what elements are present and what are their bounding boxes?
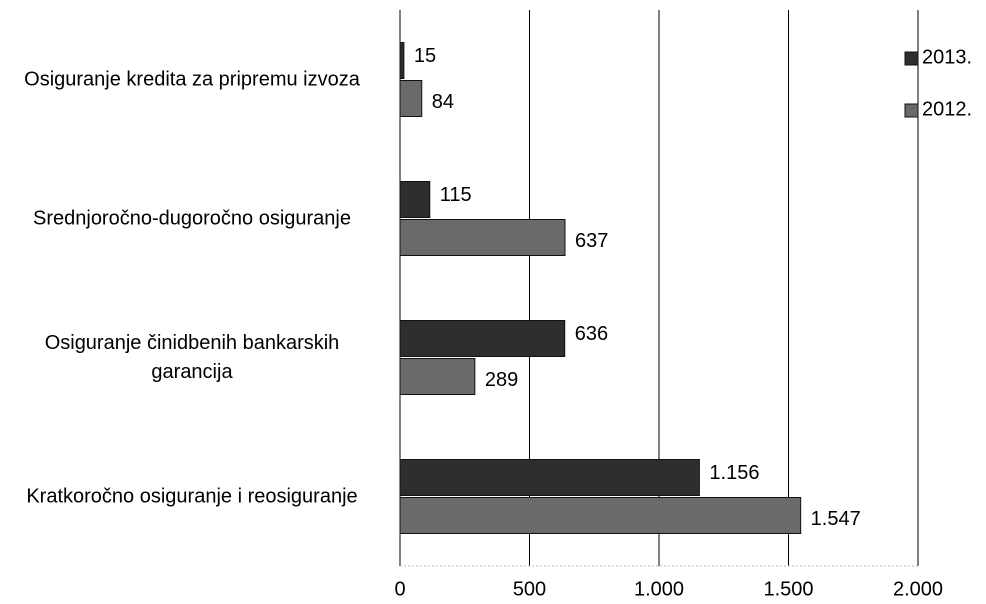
bar [399, 497, 802, 534]
legend-label: 2013. [922, 46, 972, 68]
legend-swatch [904, 103, 919, 118]
bar [399, 42, 405, 79]
y-tick-label: Osiguranje kredita za pripremu izvoza [24, 68, 360, 90]
bar [399, 320, 566, 357]
y-tick-label: Srednjoročno-dugoročno osiguranje [33, 207, 351, 229]
bar [399, 181, 431, 218]
x-tick-label: 2.000 [893, 578, 943, 600]
x-tick-label: 1.000 [634, 578, 684, 600]
x-tick-label: 500 [513, 578, 546, 600]
y-tick-label: Osiguranje činidbenih bankarskih garanci… [44, 331, 340, 383]
data-label: 15 [414, 45, 436, 67]
x-tick-label: 0 [394, 578, 405, 600]
legend-label: 2012. [922, 98, 972, 120]
data-label: 84 [432, 91, 454, 113]
data-label: 637 [575, 230, 608, 252]
data-label: 115 [440, 184, 472, 206]
data-label: 1.156 [709, 462, 759, 484]
y-tick-label: Kratkoročno osiguranje i reosiguranje [26, 485, 358, 507]
bar [399, 358, 476, 395]
data-label: 636 [575, 323, 608, 345]
x-tick-label: 1.500 [763, 578, 813, 600]
legend-swatch [904, 51, 919, 66]
bar [399, 219, 566, 256]
bar [399, 80, 423, 117]
data-label: 289 [485, 369, 518, 391]
bar [399, 459, 700, 496]
data-label: 1.547 [811, 508, 861, 530]
